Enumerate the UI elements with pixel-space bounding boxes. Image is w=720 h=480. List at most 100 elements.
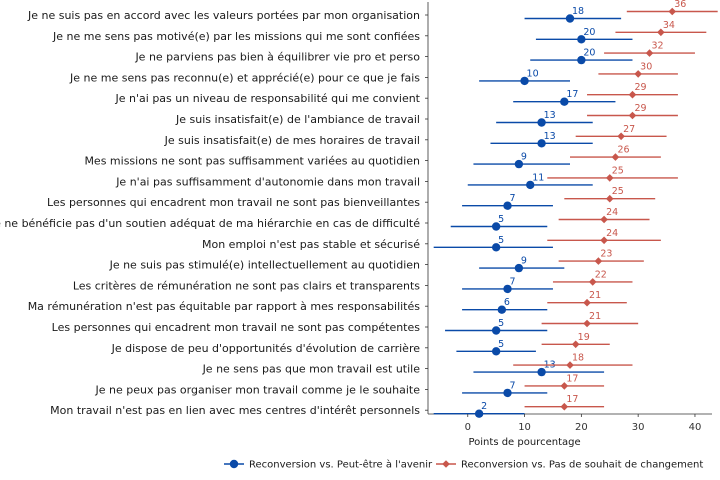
data-point [474,409,484,418]
x-axis: 0 10 20 30 40 [465,414,701,433]
data-point [537,139,546,148]
data-label: 17 [566,394,578,405]
category-label: Je ne sens pas que mon travail est utile [202,363,421,376]
data-label: 13 [544,110,556,121]
data-label: 2 [481,401,487,412]
data-point [645,49,654,57]
data-label: 19 [578,332,590,343]
category-label: Je ne me sens pas motivé(e) par les miss… [52,30,420,43]
data-label: 7 [510,380,516,391]
data-point [617,132,625,141]
data-point [605,174,614,182]
data-label: 32 [652,41,664,52]
data-label: 10 [527,68,539,79]
category-label: Ma rémunération n'est pas équitable par … [28,300,421,313]
legend: Reconversion vs. Peut-être à l'avenir Rec… [224,459,703,471]
data-label: 17 [566,373,578,384]
data-label: 21 [589,311,601,322]
category-label: Les personnes qui encadrent mon travail … [52,321,421,334]
data-point [491,222,501,231]
data-point [503,284,512,294]
data-label: 9 [521,256,527,267]
category-label: Les critères de rémunération ne sont pas… [73,279,420,292]
x-tick-label: 30 [632,422,645,433]
data-label: 5 [498,339,504,350]
data-label: 9 [521,152,527,163]
data-label: 25 [612,186,624,197]
data-label: 20 [583,27,595,38]
data-label: 7 [510,276,516,287]
data-point [520,76,529,86]
data-label: 17 [566,89,578,100]
data-label: 26 [617,145,629,156]
data-label: 20 [583,48,595,59]
data-point [583,298,591,307]
data-label: 5 [498,214,504,225]
legend-label: Reconversion vs. Peut-être à l'avenir [249,459,433,471]
category-label: Mon emploi n'est pas stable et sécurisé [202,238,420,251]
data-label: 34 [663,20,675,31]
data-point [600,215,608,224]
data-point [583,319,591,328]
data-label: 23 [600,249,612,260]
data-point [594,257,603,265]
data-point [588,278,597,286]
legend-label: Reconversion vs. Pas de souhait de chang… [461,460,703,471]
x-tick-label: 20 [575,422,588,433]
data-point [577,55,586,65]
data-point [611,153,620,161]
data-point [560,382,569,390]
category-label: Mes missions ne sont pas suffisamment va… [84,155,420,168]
data-point [668,7,677,16]
legend-marker [442,460,450,468]
data-point [657,28,665,37]
category-label: Je n'ai pas un niveau de responsabilité … [115,92,421,105]
x-tick-label: 10 [518,422,531,433]
data-label: 5 [498,235,504,246]
data-point [571,340,580,349]
data-label: 24 [606,228,618,239]
data-point [503,201,512,210]
data-label: 7 [510,193,516,204]
data-label: 13 [544,131,556,142]
data-point [526,180,535,190]
legend-marker [229,459,239,469]
x-axis-title: Points de pourcentage [468,437,580,448]
data-label: 36 [674,0,686,10]
data-point [577,35,586,44]
data-point [514,159,524,169]
data-label: 30 [640,61,652,72]
data-label: 27 [623,124,635,135]
data-point [491,243,501,252]
data-point [605,194,614,203]
data-label: 11 [532,172,544,183]
category-label: Je ne suis pas stimulé(e) intellectuelle… [109,259,420,272]
category-label: Je ne bénéficie pas d'un soutien adéquat… [0,217,420,230]
data-point [537,367,546,377]
data-point [503,388,512,398]
category-label: Je ne peux pas organiser mon travail com… [95,383,421,396]
x-tick-label: 0 [465,422,471,433]
data-point [600,236,608,245]
data-label: 18 [572,6,584,17]
category-label: Je n'ai pas suffisamment d'autonomie dan… [115,175,420,188]
data-point [497,305,507,314]
chart-marks: 1820201017131391175597655137236343230292… [433,0,718,418]
legend-item: Reconversion vs. Peut-être à l'avenir [224,459,433,471]
data-label: 18 [572,353,584,364]
data-label: 21 [589,290,601,301]
data-point [566,361,574,369]
category-labels: Je ne suis pas en accord avec les valeur… [0,9,421,417]
category-label: Les personnes qui encadrent mon travail … [47,196,420,209]
data-point [514,263,524,273]
data-point [628,90,637,99]
category-label: Je suis insatisfait(e) de mes horaires d… [164,134,420,147]
data-point [491,347,501,356]
data-point [537,118,546,127]
category-label: Je ne me sens pas reconnu(e) et apprécié… [69,71,420,84]
data-point [565,14,575,23]
data-label: 29 [634,103,646,114]
